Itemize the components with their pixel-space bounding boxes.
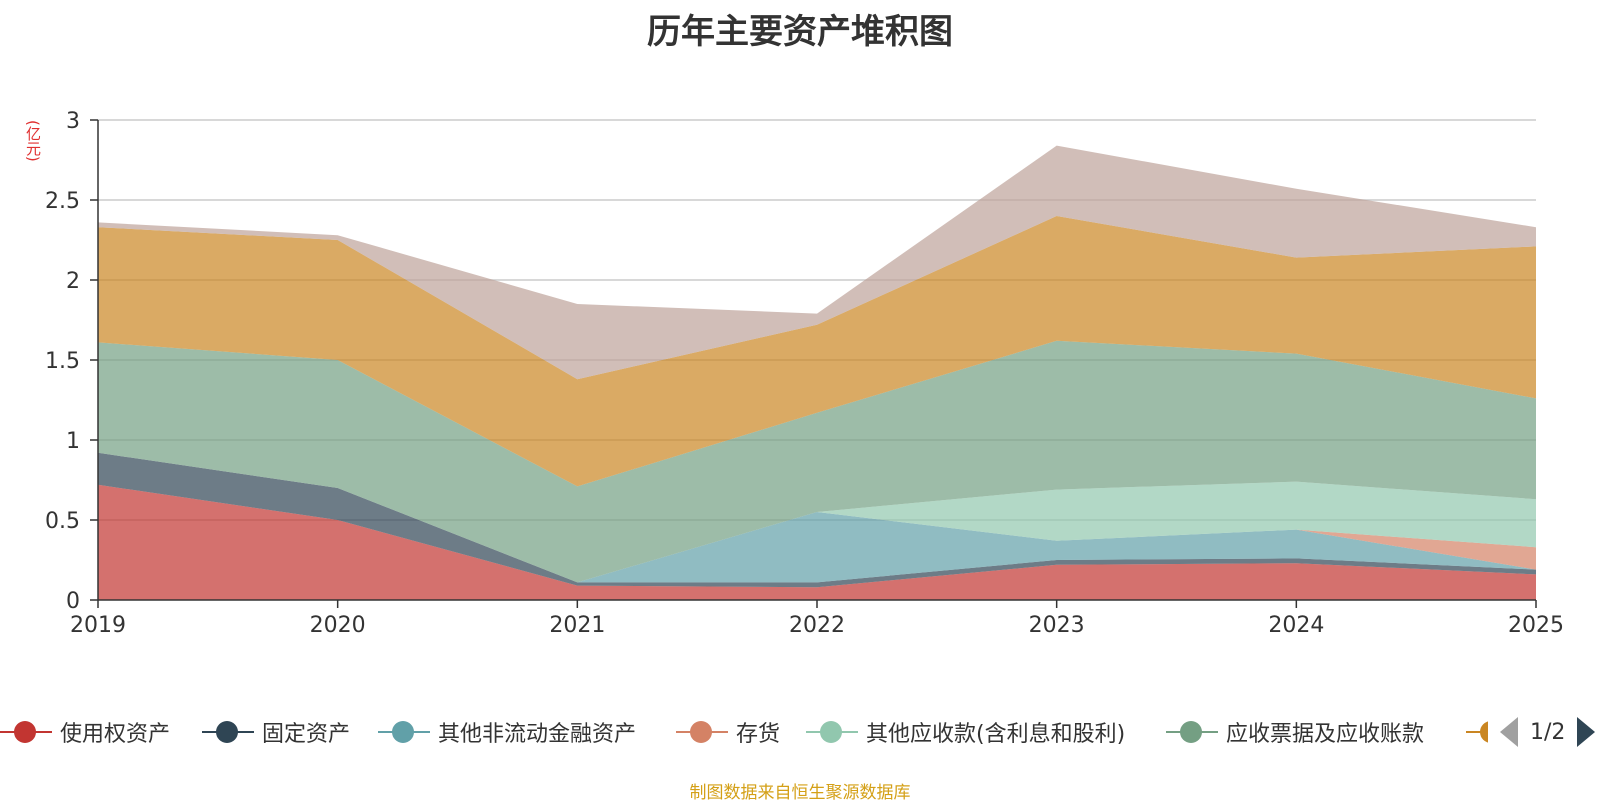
area-series-其他非流动金融资产 [98, 452, 1536, 583]
legend-item[interactable]: 其他应收款(含利息和股利) [806, 712, 1125, 752]
y-tick-label: 0.5 [45, 509, 80, 534]
legend-item[interactable]: 固定资产 [202, 712, 350, 752]
legend-marker-icon [202, 720, 254, 744]
y-tick-label: 2 [66, 269, 80, 294]
area-series-其他 [98, 145, 1536, 380]
legend-marker-icon [676, 720, 728, 744]
legend-page-indicator: 1/2 [1530, 719, 1566, 745]
data-source-note: 制图数据来自恒生聚源数据库 [689, 783, 911, 803]
legend-item[interactable]: 使用权资产 [0, 712, 170, 752]
y-tick-label: 1 [66, 429, 80, 454]
y-tick-label: 3 [66, 109, 80, 134]
legend-marker-icon [1166, 720, 1218, 744]
legend-label: 存货 [736, 722, 781, 747]
y-tick-label: 1.5 [45, 349, 80, 374]
area-series-使用权资产 [98, 484, 1536, 600]
x-tick-label: 2025 [1508, 613, 1564, 638]
y-tick-label: 0 [66, 589, 80, 614]
area-series-应收票据及应收账款 [98, 340, 1536, 583]
legend-next-page-icon[interactable] [1577, 717, 1596, 747]
legend-label: 其他非流动金融资产 [438, 722, 637, 747]
legend-label: 应收票据及应收账款 [1226, 722, 1425, 747]
legend-item-truncated[interactable] [1466, 712, 1488, 752]
legend-item[interactable]: 其他非流动金融资产 [378, 712, 636, 752]
legend-marker-icon [1466, 720, 1488, 744]
x-tick-label: 2023 [1029, 613, 1085, 638]
legend-marker-icon [806, 720, 858, 744]
legend-label: 使用权资产 [60, 722, 171, 747]
y-tick-label: 2.5 [45, 189, 80, 214]
x-tick-label: 2022 [789, 613, 845, 638]
legend: 使用权资产 固定资产 其他非流动金融资产 存货 其他应收款(含利息和股利) 应收票据及应收… [0, 712, 1600, 752]
x-tick-label: 2021 [549, 613, 605, 638]
legend-prev-page-icon[interactable] [1500, 717, 1518, 747]
legend-marker-icon [0, 720, 52, 744]
x-tick-label: 2024 [1268, 613, 1324, 638]
area-series-其他应收款(含利息和股利) [98, 452, 1536, 583]
chart-title: 历年主要资产堆积图 [647, 12, 953, 52]
area-series-固定资产 [98, 452, 1536, 588]
area-series-货币资金 [98, 216, 1536, 487]
tick-labels: 0 0.5 1 1.5 2 2.5 3 2019 2020 2021 2022 2023 2024 202… [45, 109, 1564, 638]
x-tick-label: 2020 [310, 613, 366, 638]
legend-item[interactable]: 存货 [676, 712, 780, 752]
area-series [98, 145, 1536, 600]
legend-label: 固定资产 [262, 722, 351, 747]
legend-item[interactable]: 应收票据及应收账款 [1166, 712, 1424, 752]
legend-label: 其他应收款(含利息和股利) [866, 722, 1126, 747]
y-axis-unit-label: (亿元) [24, 120, 42, 162]
stacked-area-chart: 0 0.5 1 1.5 2 2.5 3 2019 2020 2021 2022 2023 2024 202… [45, 109, 1564, 638]
legend-marker-icon [378, 720, 430, 744]
x-tick-label: 2019 [70, 613, 126, 638]
legend-pager: 1/2 [1500, 712, 1596, 752]
